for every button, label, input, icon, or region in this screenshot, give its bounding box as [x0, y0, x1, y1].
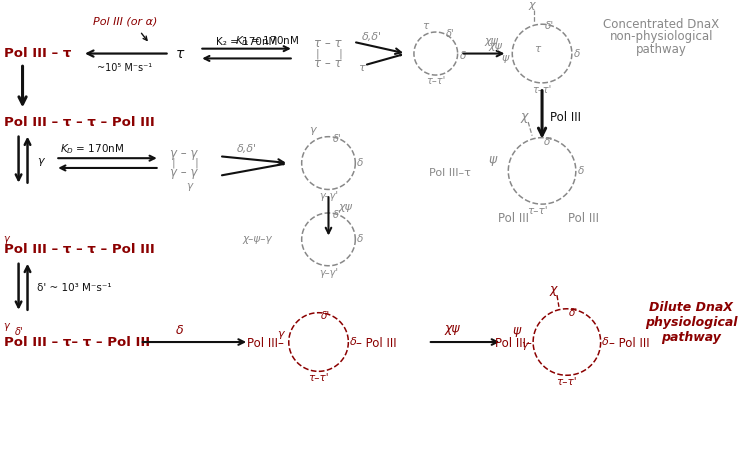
Text: ψ: ψ [502, 53, 509, 63]
Text: $K_D$ = 170nM: $K_D$ = 170nM [60, 143, 124, 156]
Text: δ: δ [357, 158, 364, 168]
Text: γ–γ': γ–γ' [319, 268, 338, 278]
Text: γ: γ [4, 321, 10, 332]
Text: physiological: physiological [645, 316, 737, 329]
Text: $K_D$ = 170nM: $K_D$ = 170nM [235, 34, 299, 48]
Text: Dilute DnaX: Dilute DnaX [649, 301, 733, 314]
Text: γ: γ [4, 234, 10, 244]
Text: – Pol III: – Pol III [608, 338, 650, 350]
Text: δ,δ': δ,δ' [362, 32, 382, 42]
Text: δ': δ' [545, 21, 554, 31]
Text: χψ: χψ [488, 41, 502, 51]
Text: δ' ~ 10³ M⁻s⁻¹: δ' ~ 10³ M⁻s⁻¹ [38, 283, 112, 293]
Text: τ–τ': τ–τ' [426, 76, 445, 86]
Text: δ: δ [460, 51, 466, 62]
Text: δ: δ [602, 337, 609, 347]
Text: |      |: | | [172, 158, 198, 169]
Text: τ–τ': τ–τ' [308, 373, 328, 383]
Text: δ': δ' [332, 134, 341, 144]
Text: χψ: χψ [338, 202, 352, 212]
Text: δ': δ' [320, 311, 330, 320]
Text: Pol III–: Pol III– [247, 338, 284, 350]
Text: pathway: pathway [636, 43, 687, 56]
Text: χψ: χψ [484, 36, 499, 46]
Text: K₂ = 170nM: K₂ = 170nM [216, 37, 278, 47]
Text: τ – τ: τ – τ [314, 37, 341, 50]
Text: non-physiological: non-physiological [610, 31, 713, 44]
Text: γ: γ [186, 181, 193, 191]
Text: γ: γ [278, 329, 284, 339]
Text: τ: τ [176, 47, 184, 61]
Text: τ–τ': τ–τ' [532, 85, 552, 95]
Text: δ: δ [350, 337, 357, 347]
Text: δ: δ [578, 166, 584, 176]
Text: δ': δ' [14, 327, 23, 337]
Text: γ–γ': γ–γ' [319, 191, 338, 201]
Text: Pol III – τ – τ – Pol III: Pol III – τ – τ – Pol III [4, 243, 154, 256]
Text: ψ: ψ [488, 153, 496, 166]
Text: γ: γ [521, 340, 528, 350]
Text: Pol III–τ: Pol III–τ [429, 168, 470, 178]
Text: τ – τ: τ – τ [314, 57, 341, 70]
Text: pathway: pathway [661, 331, 721, 344]
Text: δ: δ [574, 49, 580, 58]
Text: χ–ψ–γ: χ–ψ–γ [242, 234, 272, 244]
Text: Pol III (or α): Pol III (or α) [93, 16, 157, 26]
Text: τ–τ': τ–τ' [526, 206, 548, 216]
Text: δ': δ' [332, 210, 341, 220]
Text: Concentrated DnaX: Concentrated DnaX [603, 18, 719, 31]
Text: γ: γ [38, 156, 44, 166]
Text: Pol III: Pol III [568, 213, 599, 225]
Text: τ–τ': τ–τ' [556, 377, 578, 387]
Text: ψ: ψ [513, 324, 521, 337]
Text: Pol III: Pol III [550, 111, 581, 124]
Text: δ': δ' [544, 137, 554, 147]
Text: γ – γ: γ – γ [170, 166, 197, 179]
Text: χ: χ [529, 0, 536, 10]
Text: δ': δ' [446, 29, 455, 39]
Text: |      |: | | [316, 48, 342, 59]
Text: δ': δ' [568, 308, 578, 318]
Text: Pol III–: Pol III– [495, 338, 532, 350]
Text: δ,δ': δ,δ' [237, 144, 257, 154]
Text: τ: τ [358, 63, 364, 73]
Text: χ: χ [520, 110, 528, 123]
Text: γ – γ: γ – γ [170, 147, 197, 160]
Text: τ: τ [534, 44, 540, 54]
Text: Pol III – τ: Pol III – τ [4, 47, 71, 60]
Text: δ: δ [357, 234, 364, 244]
Text: Pol III: Pol III [498, 213, 529, 225]
Text: τ: τ [422, 21, 428, 31]
Text: Pol III – τ– τ – Pol III: Pol III – τ– τ – Pol III [4, 336, 150, 349]
Text: δ: δ [176, 324, 183, 337]
Text: – Pol III: – Pol III [356, 338, 397, 350]
Text: Pol III – τ – τ – Pol III: Pol III – τ – τ – Pol III [4, 115, 154, 129]
Text: χψ: χψ [445, 322, 460, 335]
Text: χ: χ [549, 283, 556, 296]
Text: γ: γ [309, 125, 316, 135]
Text: ~10⁵ M⁻s⁻¹: ~10⁵ M⁻s⁻¹ [98, 63, 152, 73]
